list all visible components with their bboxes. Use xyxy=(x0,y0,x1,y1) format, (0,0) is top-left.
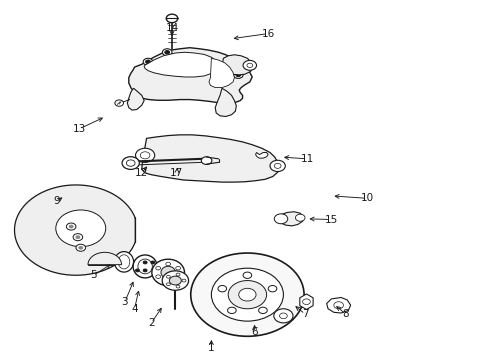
Circle shape xyxy=(218,285,226,292)
Circle shape xyxy=(191,253,304,336)
Circle shape xyxy=(259,307,267,314)
Polygon shape xyxy=(222,55,252,75)
Circle shape xyxy=(182,279,186,282)
Text: 14: 14 xyxy=(166,23,179,33)
Text: 9: 9 xyxy=(53,196,60,206)
Circle shape xyxy=(176,275,180,278)
Circle shape xyxy=(176,266,180,270)
Circle shape xyxy=(167,275,171,278)
Circle shape xyxy=(143,58,153,66)
Circle shape xyxy=(76,236,80,239)
Circle shape xyxy=(270,160,285,171)
Circle shape xyxy=(56,210,106,247)
Circle shape xyxy=(274,163,281,168)
Circle shape xyxy=(243,272,252,278)
Circle shape xyxy=(228,280,267,309)
Circle shape xyxy=(73,234,83,241)
Text: 3: 3 xyxy=(122,297,128,307)
Text: 15: 15 xyxy=(325,215,338,225)
Text: 1: 1 xyxy=(208,343,215,352)
Text: 8: 8 xyxy=(343,309,349,319)
Circle shape xyxy=(236,73,241,77)
Circle shape xyxy=(268,285,277,292)
Circle shape xyxy=(211,268,283,321)
Polygon shape xyxy=(300,294,313,310)
Circle shape xyxy=(79,246,83,249)
Circle shape xyxy=(166,262,171,266)
Circle shape xyxy=(66,223,76,230)
Text: 7: 7 xyxy=(302,309,308,319)
Circle shape xyxy=(295,214,305,221)
Text: 12: 12 xyxy=(135,168,148,178)
Ellipse shape xyxy=(201,157,212,165)
Text: 5: 5 xyxy=(91,270,97,280)
Polygon shape xyxy=(256,153,268,158)
Ellipse shape xyxy=(122,157,139,170)
Ellipse shape xyxy=(114,252,134,272)
Circle shape xyxy=(243,60,257,70)
Circle shape xyxy=(225,57,234,64)
Ellipse shape xyxy=(133,255,157,278)
Circle shape xyxy=(143,261,147,264)
Polygon shape xyxy=(277,212,304,226)
Ellipse shape xyxy=(161,266,175,279)
Text: 2: 2 xyxy=(148,318,155,328)
Circle shape xyxy=(176,273,180,276)
Circle shape xyxy=(136,148,155,162)
Polygon shape xyxy=(215,88,236,117)
Text: 13: 13 xyxy=(73,124,86,134)
Circle shape xyxy=(227,307,236,314)
Polygon shape xyxy=(142,135,280,182)
Text: 11: 11 xyxy=(301,154,314,164)
Circle shape xyxy=(166,279,171,283)
Polygon shape xyxy=(144,52,219,77)
Circle shape xyxy=(136,269,139,272)
Wedge shape xyxy=(88,252,122,265)
Circle shape xyxy=(227,58,232,62)
Circle shape xyxy=(140,152,150,159)
Circle shape xyxy=(274,214,288,224)
Text: 4: 4 xyxy=(131,304,138,314)
Circle shape xyxy=(167,283,171,286)
Ellipse shape xyxy=(162,271,189,290)
Text: 10: 10 xyxy=(361,193,374,203)
Circle shape xyxy=(151,261,155,264)
Circle shape xyxy=(280,313,287,319)
Circle shape xyxy=(156,266,161,270)
Circle shape xyxy=(143,269,147,272)
Text: 16: 16 xyxy=(262,28,275,39)
Circle shape xyxy=(176,285,180,288)
Circle shape xyxy=(274,309,293,323)
Polygon shape xyxy=(127,88,144,110)
Circle shape xyxy=(233,71,243,78)
Circle shape xyxy=(146,60,150,64)
Polygon shape xyxy=(15,185,135,275)
Circle shape xyxy=(156,275,161,278)
Circle shape xyxy=(115,100,123,106)
Circle shape xyxy=(239,288,256,301)
Ellipse shape xyxy=(152,259,185,286)
Circle shape xyxy=(69,225,73,228)
Polygon shape xyxy=(327,297,351,313)
Circle shape xyxy=(162,49,172,56)
Circle shape xyxy=(166,14,178,23)
Circle shape xyxy=(76,244,86,251)
Ellipse shape xyxy=(170,276,181,285)
Circle shape xyxy=(165,50,170,54)
Circle shape xyxy=(247,63,253,67)
Polygon shape xyxy=(129,48,252,103)
Polygon shape xyxy=(209,58,234,87)
Text: 6: 6 xyxy=(251,327,258,337)
Text: 17: 17 xyxy=(170,168,183,178)
